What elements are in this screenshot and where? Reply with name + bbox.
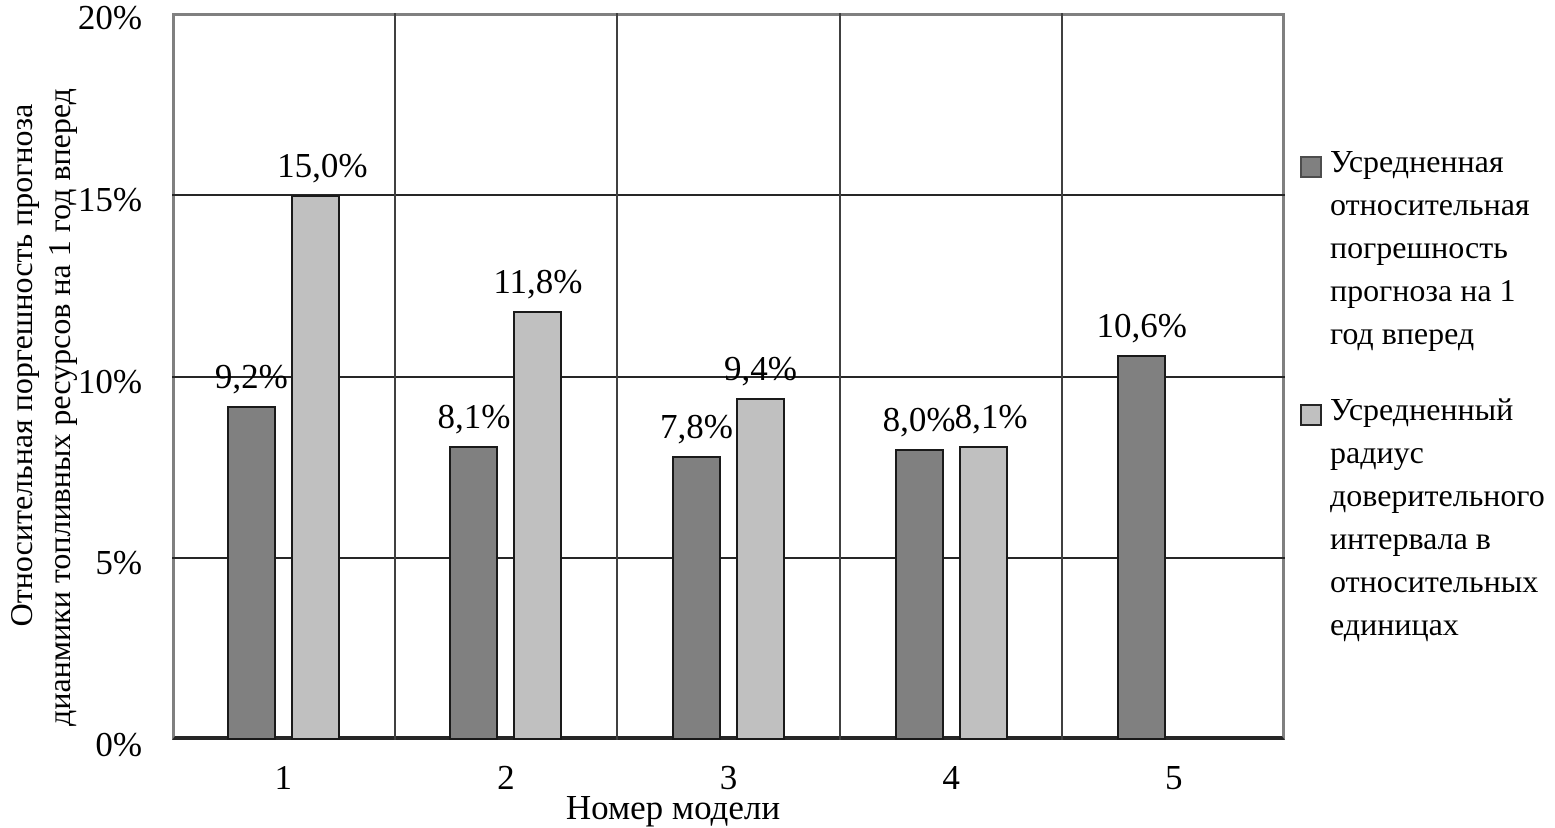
- x-axis-tick-label: 4: [942, 758, 960, 797]
- bar-value-label: 9,2%: [214, 356, 288, 396]
- bar-series2: [290, 194, 340, 740]
- legend-item-series1: Усредненная относительная погрешность пр…: [1300, 140, 1555, 355]
- bar-series1: [226, 405, 276, 740]
- x-axis-tick-label: 1: [274, 758, 293, 797]
- y-axis-title-line2: дианмики топливных ресурсов на 1 год впе…: [41, 88, 77, 726]
- y-axis-tick-label: 5%: [95, 543, 142, 583]
- y-axis-tick-label: 0%: [95, 725, 142, 764]
- legend-marker-series2-icon: [1300, 404, 1322, 426]
- gridline-horizontal: [172, 557, 1285, 560]
- bar-value-label: 8,1%: [437, 396, 511, 436]
- x-axis-tick-label: 5: [1164, 758, 1183, 797]
- legend-marker-series1-icon: [1300, 156, 1322, 178]
- bar-value-label: 9,4%: [724, 349, 797, 389]
- bar-series2: [736, 398, 785, 740]
- legend-item-series2: Усредненный радиус доверительного интерв…: [1300, 388, 1555, 646]
- bar-series2: [513, 311, 563, 740]
- bar-value-label: 10,6%: [1096, 305, 1187, 345]
- bar-value-label: 7,8%: [660, 407, 733, 447]
- bar-value-label: 8,0%: [882, 400, 956, 440]
- legend-label-series1: Усредненная относительная погрешность пр…: [1330, 143, 1530, 351]
- gridline-vertical: [616, 13, 619, 740]
- legend: Усредненная относительная погрешность пр…: [1300, 0, 1555, 828]
- bar-value-label: 11,8%: [493, 262, 583, 302]
- x-axis-tick-label: 3: [719, 758, 738, 797]
- legend-label-series2: Усредненный радиус доверительного интерв…: [1330, 391, 1545, 642]
- bar-series1: [449, 445, 499, 740]
- gridline-vertical: [1061, 13, 1064, 740]
- y-axis-tick-label: 20%: [77, 0, 142, 37]
- bar-series1: [894, 449, 944, 740]
- gridline-horizontal: [172, 193, 1285, 196]
- bar-series1: [1117, 354, 1167, 740]
- gridline-vertical: [393, 13, 396, 740]
- bar-value-label: 8,1%: [954, 396, 1028, 436]
- y-axis-tick-label: 10%: [77, 361, 142, 401]
- y-axis-tick-label: 15%: [77, 179, 142, 219]
- gridline-horizontal: [172, 375, 1285, 378]
- x-axis-tick-label: 2: [497, 758, 515, 797]
- bar-value-label: 15,0%: [277, 145, 368, 185]
- bar-series1: [672, 456, 721, 740]
- bar-series2: [958, 445, 1008, 740]
- gridline-vertical: [838, 13, 841, 740]
- x-axis-title: Номер модели: [565, 788, 781, 827]
